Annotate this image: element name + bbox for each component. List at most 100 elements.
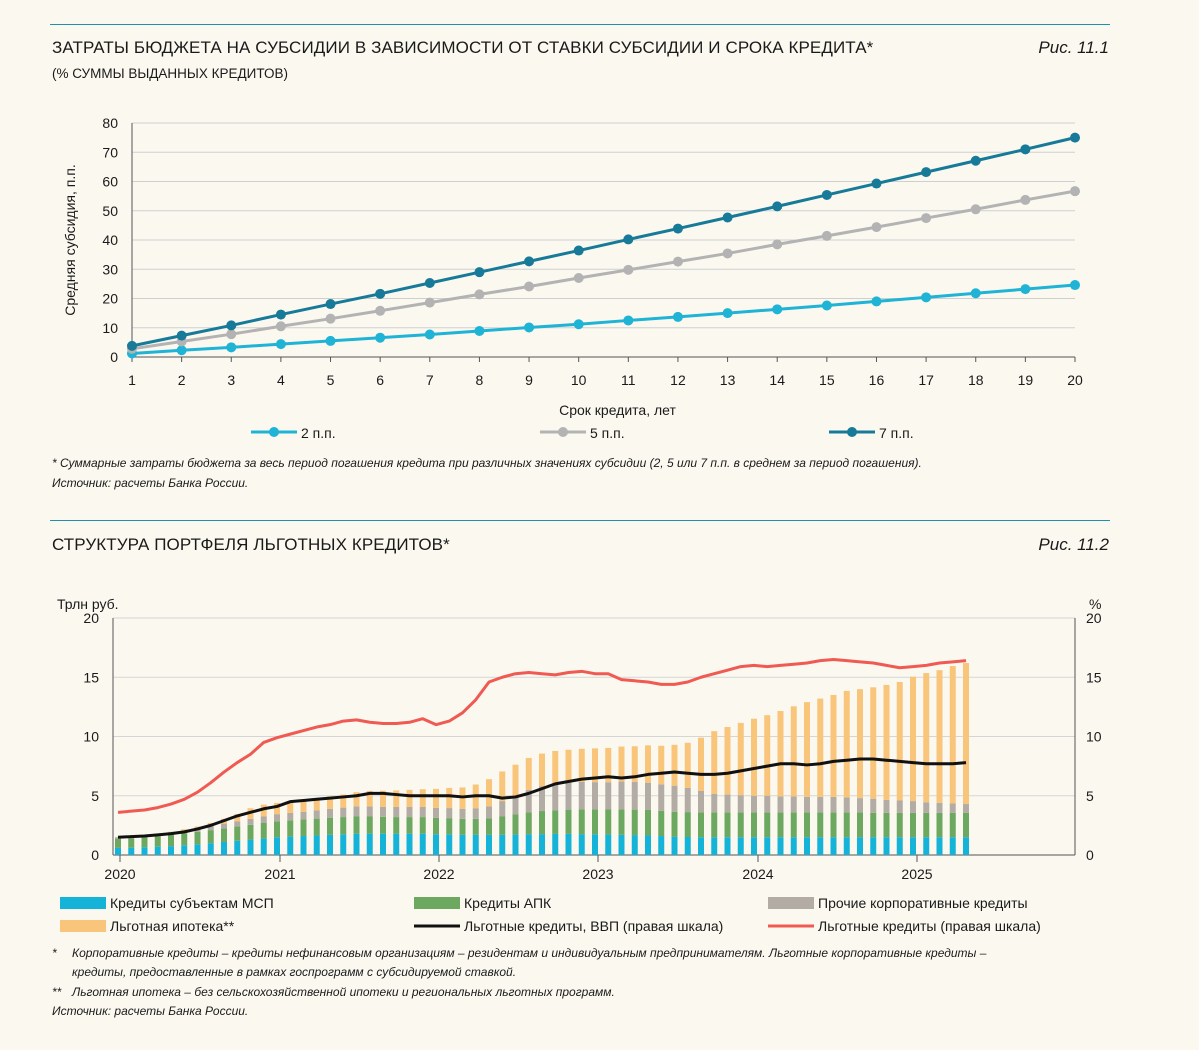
chart2-bar-segment-s2 bbox=[459, 818, 466, 835]
chart2-legend-label-3: Прочие корпоративные кредиты bbox=[818, 895, 1028, 911]
chart2-bar-segment-s2 bbox=[751, 812, 757, 838]
chart1-x-tick-label: 15 bbox=[819, 372, 835, 388]
chart2-bar-segment-s3 bbox=[260, 816, 267, 824]
chart2-bar-segment-s4 bbox=[910, 676, 916, 802]
chart2-bar-segment-s3 bbox=[340, 807, 347, 818]
chart2-bar-segment-s1 bbox=[724, 837, 731, 855]
chart2-bar-segment-s2 bbox=[870, 812, 877, 838]
chart2-bar-segment-s4 bbox=[446, 787, 453, 809]
chart2-bar-segment-s4 bbox=[393, 790, 400, 808]
chart1-series-2-point bbox=[474, 289, 485, 300]
chart2-bar-segment-s1 bbox=[194, 844, 201, 855]
chart1-y-tick-label: 20 bbox=[102, 291, 118, 307]
chart1-x-tick-label: 8 bbox=[476, 372, 484, 388]
chart2-bar-segment-s3 bbox=[870, 798, 877, 813]
chart2-x-tick-label: 2022 bbox=[423, 866, 454, 882]
chart2-bar-segment-s2 bbox=[592, 809, 598, 835]
chart1-series-1-point bbox=[772, 304, 783, 315]
chart2-bar-segment-s4 bbox=[843, 690, 850, 798]
chart2-bar-segment-s4 bbox=[486, 779, 492, 807]
chart2-bar-segment-s2 bbox=[777, 812, 784, 838]
chart2-bar-segment-s1 bbox=[645, 835, 651, 855]
chart2-bar-segment-s1 bbox=[300, 836, 307, 855]
chart2-bar-segment-s1 bbox=[525, 834, 532, 855]
chart2-x-tick-label: 2021 bbox=[264, 866, 295, 882]
chart2-bar-segment-s4 bbox=[406, 789, 413, 808]
chart2-bar-segment-s3 bbox=[459, 808, 466, 819]
chart2-bar-segment-s4 bbox=[963, 663, 969, 805]
chart2-bar-segment-s4 bbox=[313, 798, 320, 811]
chart2-bar-segment-s1 bbox=[631, 835, 638, 855]
chart1-series-2-point bbox=[672, 256, 683, 267]
chart2-bar-segment-s2 bbox=[274, 821, 280, 838]
chart1-y-tick-label: 80 bbox=[102, 115, 118, 131]
chart1-y-axis-title: Средняя субсидия, п.п. bbox=[62, 164, 78, 315]
chart2-bar-segment-s4 bbox=[605, 747, 612, 783]
chart2-bar-segment-s4 bbox=[711, 731, 718, 794]
chart2-bar-segment-s4 bbox=[260, 804, 267, 817]
chart2-bar-segment-s3 bbox=[247, 818, 254, 825]
chart1-series-3-point bbox=[325, 299, 336, 310]
chart2-bar-segment-s3 bbox=[406, 807, 413, 818]
chart2-bar-segment-s1 bbox=[287, 836, 294, 855]
chart2-legend-swatch-1 bbox=[60, 897, 106, 909]
chart1-x-tick-label: 3 bbox=[227, 372, 235, 388]
chart1-y-tick-label: 10 bbox=[102, 320, 118, 336]
chart2-y-right-axis-title: % bbox=[1089, 596, 1101, 612]
chart1-series-1-point bbox=[176, 345, 187, 356]
chart1-series-1-point bbox=[275, 339, 286, 350]
chart2-bar-segment-s1 bbox=[658, 836, 665, 855]
chart2-bar-segment-s2 bbox=[247, 824, 254, 840]
chart2-bar-segment-s3 bbox=[565, 782, 572, 810]
chart2-bar-segment-s4 bbox=[499, 771, 506, 802]
chart2-bar-segment-s2 bbox=[963, 812, 969, 838]
figure2-top-rule bbox=[50, 520, 1110, 521]
chart1-series-1-point bbox=[1070, 280, 1080, 291]
chart2-bar-segment-s3 bbox=[499, 801, 506, 817]
chart2-y-right-tick-label: 20 bbox=[1086, 610, 1102, 626]
chart2-bar-segment-s1 bbox=[419, 833, 426, 855]
chart2-bar-segment-s3 bbox=[658, 784, 665, 811]
chart2-bar-segment-s3 bbox=[393, 807, 400, 818]
chart2-bar-segment-s4 bbox=[380, 790, 386, 807]
chart2-bar-segment-s3 bbox=[764, 795, 771, 813]
chart2-bar-segment-s3 bbox=[592, 782, 598, 810]
chart1-x-tick-label: 4 bbox=[277, 372, 285, 388]
chart2-bar-segment-s4 bbox=[366, 791, 373, 807]
chart1-x-axis-title: Срок кредита, лет bbox=[559, 402, 676, 418]
chart1-series-3-point bbox=[921, 167, 932, 178]
chart2-bar-segment-s2 bbox=[433, 817, 439, 835]
figure2-title: СТРУКТУРА ПОРТФЕЛЯ ЛЬГОТНЫХ КРЕДИТОВ* bbox=[52, 535, 450, 554]
chart1-series-3-point bbox=[970, 155, 981, 166]
chart2-bar-segment-s2 bbox=[923, 812, 930, 838]
chart2-bar-segment-s4 bbox=[287, 801, 294, 813]
chart1-series-1-point bbox=[325, 335, 336, 346]
chart2-bar-segment-s3 bbox=[578, 782, 585, 810]
chart2-bar-segment-s2 bbox=[552, 810, 559, 834]
chart1-series-3-point bbox=[623, 234, 634, 245]
chart2-bar-segment-s2 bbox=[618, 809, 625, 835]
chart2-bar-segment-s3 bbox=[380, 806, 386, 817]
chart2-bar-segment-s3 bbox=[433, 807, 439, 818]
chart2-bar-segment-s2 bbox=[486, 818, 492, 835]
chart2-bar-segment-s2 bbox=[234, 826, 241, 841]
chart2-bar-segment-s1 bbox=[274, 837, 280, 855]
chart2-bar-segment-s2 bbox=[313, 818, 320, 836]
chart1-series-2-point bbox=[1070, 186, 1080, 197]
chart2-bar-segment-s2 bbox=[857, 812, 863, 838]
chart2-legend-label-4: Льготная ипотека** bbox=[110, 918, 235, 934]
chart2-bar-segment-s4 bbox=[949, 665, 956, 804]
chart1-series-3-point bbox=[375, 288, 386, 299]
chart2-bar-segment-s3 bbox=[843, 797, 850, 813]
chart1-series-1-point bbox=[1020, 284, 1031, 295]
chart2-bar-segment-s4 bbox=[896, 681, 903, 801]
chart2-bar-segment-s1 bbox=[963, 837, 969, 855]
chart2-bar-segment-s4 bbox=[433, 788, 439, 808]
chart2-x-tick-label: 2020 bbox=[104, 866, 135, 882]
chart2-y-left-tick-label: 15 bbox=[83, 669, 99, 685]
chart2-bar-segment-s2 bbox=[565, 809, 572, 834]
chart2-bar-segment-s1 bbox=[578, 834, 585, 855]
chart2-bar-segment-s1 bbox=[433, 834, 439, 855]
chart2-bar-segment-s3 bbox=[923, 802, 930, 813]
